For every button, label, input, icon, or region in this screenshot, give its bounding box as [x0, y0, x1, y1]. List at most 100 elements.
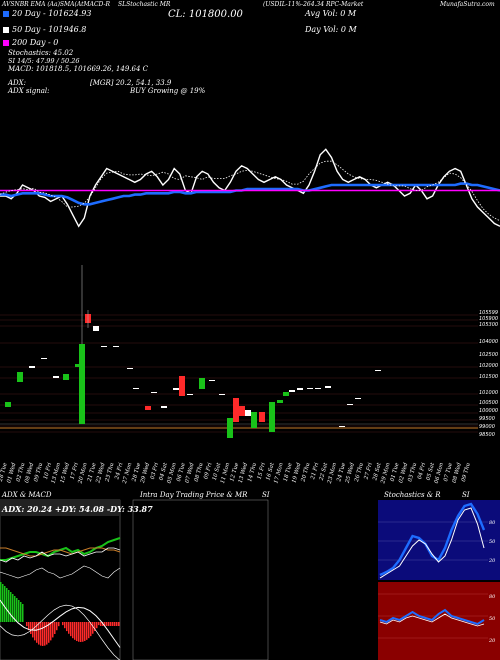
macd-bar: [76, 622, 78, 642]
date-label: 12 Tue: [229, 461, 240, 482]
adx-macd-panel: [0, 499, 121, 660]
ema-line: [0, 182, 500, 206]
candle: [283, 392, 289, 396]
macd-bar: [74, 622, 76, 640]
date-label: 21 Tue: [87, 461, 98, 483]
adx-label: ADX:: [8, 79, 27, 87]
price-tick-label: 102500: [479, 352, 498, 358]
date-label: 15 Fri: [257, 462, 267, 480]
candle: [315, 388, 321, 389]
candle: [187, 394, 193, 395]
candle: [227, 418, 233, 438]
date-label: 14 Thu: [247, 462, 258, 483]
macd-bar: [46, 622, 48, 645]
adx-values: [MGR] 20.2, 54.1, 33.9: [90, 79, 172, 87]
candle: [289, 390, 295, 392]
date-label: 02 Thu: [16, 462, 27, 483]
dotted-line: [0, 160, 500, 222]
ema20-swatch: [3, 11, 9, 17]
stochastic-lines: [378, 502, 488, 579]
date-label: 24 Fri: [114, 462, 125, 481]
price-tick-label: 105900: [479, 316, 498, 322]
macd-bar: [106, 622, 108, 626]
macd-bar: [114, 622, 116, 626]
adx-lines: [0, 537, 121, 579]
price-tick-label: 99500: [479, 416, 495, 422]
intraday-title: Intra Day Trading Price & MR: [140, 491, 248, 499]
candle: [307, 388, 313, 389]
rsi-signal-line: [379, 613, 485, 627]
macd-bar: [50, 622, 52, 641]
macd-bar: [14, 596, 16, 622]
candle: [325, 386, 331, 388]
adx-macd-values: ADX: 20.24 +DY: 54.08 -DY: 33.87: [2, 504, 153, 514]
macd-histogram: [0, 582, 121, 660]
date-label: 09 Thu: [33, 462, 44, 483]
candle: [209, 380, 215, 381]
date-label: 29 Wed: [140, 462, 152, 485]
intraday-si: SI: [262, 491, 270, 499]
date-label: 06 Tue: [176, 461, 187, 482]
stochastics-panel: [378, 500, 500, 580]
macd-bar: [116, 622, 118, 626]
candle: [133, 388, 139, 389]
date-label: 17 Fri: [70, 462, 80, 480]
date-label: 08 Wed: [24, 462, 35, 484]
candle: [53, 376, 59, 378]
macd-value: MACD: 101818.5, 101669.26, 149.64 C: [8, 65, 149, 73]
date-label: 11 Mon: [220, 462, 231, 485]
sma50-swatch: [3, 27, 9, 33]
adx-signal: BUY Growing @ 19%: [130, 87, 206, 95]
date-label: 09 Fri: [203, 462, 213, 480]
macd-bar: [78, 622, 80, 642]
macd-bar: [4, 586, 6, 622]
candlestick-chart: [0, 265, 478, 438]
stoch-si: SI: [462, 491, 470, 499]
candle: [219, 394, 225, 395]
date-label: 10 Fri: [43, 462, 53, 480]
date-label: 05 Mon: [167, 462, 178, 485]
date-label: 22 Wed: [95, 462, 107, 485]
date-label: 18 Tue: [283, 461, 294, 482]
candle: [269, 402, 275, 432]
candle: [17, 372, 23, 382]
macd-bar: [42, 622, 44, 646]
candle: [161, 406, 167, 408]
macd-bar: [82, 622, 84, 642]
price-tick-label: 100500: [479, 400, 498, 406]
macd-bar: [40, 622, 42, 646]
price-tick-label: 101500: [479, 374, 498, 380]
date-label: 09 Thu: [461, 462, 472, 483]
date-label: 20 Mon: [77, 462, 89, 485]
candle: [173, 388, 179, 390]
macd-bar: [112, 622, 114, 626]
brand-text: MunafaSutra.com: [440, 1, 495, 8]
macd-bar: [48, 622, 50, 643]
candle: [145, 406, 151, 410]
date-label: 08 Wed: [452, 462, 463, 484]
price-tick-label: 100000: [479, 408, 498, 414]
stochastics-value: Stochastics: 45.02: [8, 49, 74, 57]
rsi-value: SI 14/5: 47.99 / 50.26: [8, 57, 80, 65]
macd-bar: [6, 588, 8, 622]
price-tick-label: 99000: [479, 424, 495, 430]
day-volume: Day Vol: 0 M: [305, 25, 357, 34]
date-label: 28 Tue: [0, 461, 9, 483]
stoch-title: Stochastics & R: [384, 491, 441, 499]
macd-bar: [96, 622, 98, 629]
date-label: 19 Wed: [291, 462, 302, 484]
date-label: 01 Wed: [6, 462, 17, 484]
sma200-swatch: [3, 40, 9, 46]
macd-bar: [34, 622, 36, 641]
macd-bar: [12, 594, 14, 622]
date-label: 28 Tue: [131, 461, 142, 483]
macd-bar: [10, 592, 12, 622]
candle: [127, 368, 133, 369]
rsi-tick-20: 20: [489, 638, 496, 644]
macd-bar: [110, 622, 112, 626]
adx-line: [0, 547, 121, 563]
macd-bar: [104, 622, 106, 626]
macd-bar: [72, 622, 74, 639]
candle: [75, 364, 81, 367]
macd-bar: [70, 622, 72, 637]
